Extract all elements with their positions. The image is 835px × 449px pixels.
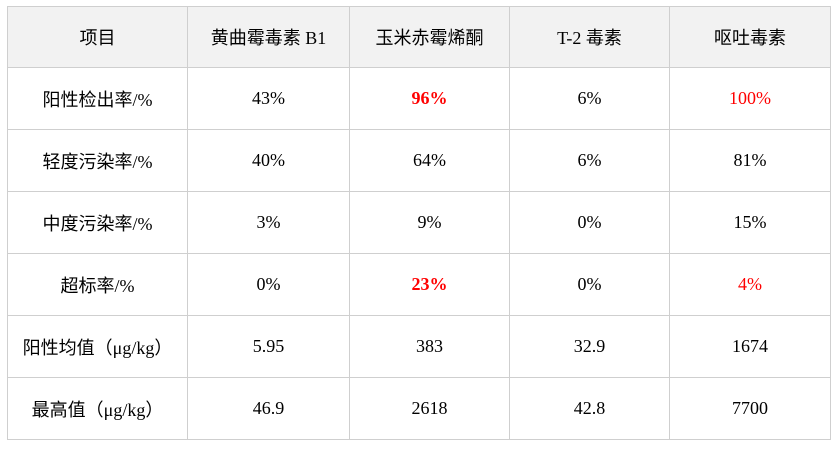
table-cell: 6% (509, 129, 670, 192)
row-label: 超标率/% (7, 253, 188, 316)
table-cell: 9% (349, 191, 510, 254)
header-zearalenone: 玉米赤霉烯酮 (349, 6, 510, 68)
table-cell: 43% (187, 67, 350, 130)
row-label: 阳性均值（μg/kg） (7, 315, 188, 378)
table-row: 阳性检出率/% 43% 96% 6% 100% (7, 67, 831, 130)
table-cell: 0% (509, 191, 670, 254)
header-aflatoxin-b1: 黄曲霉毒素 B1 (187, 6, 350, 68)
table-row: 最高值（μg/kg） 46.9 2618 42.8 7700 (7, 377, 831, 440)
header-vomitoxin: 呕吐毒素 (669, 6, 831, 68)
table-row: 阳性均值（μg/kg） 5.95 383 32.9 1674 (7, 315, 831, 378)
table-cell: 1674 (669, 315, 831, 378)
table-cell: 40% (187, 129, 350, 192)
table-cell-highlight: 100% (669, 67, 831, 130)
table-cell: 383 (349, 315, 510, 378)
table-cell: 3% (187, 191, 350, 254)
table-cell: 46.9 (187, 377, 350, 440)
table-cell: 64% (349, 129, 510, 192)
table-cell: 6% (509, 67, 670, 130)
row-label: 最高值（μg/kg） (7, 377, 188, 440)
table-row: 中度污染率/% 3% 9% 0% 15% (7, 191, 831, 254)
header-t2-toxin: T-2 毒素 (509, 6, 670, 68)
table-cell: 81% (669, 129, 831, 192)
row-label: 中度污染率/% (7, 191, 188, 254)
table-cell: 7700 (669, 377, 831, 440)
row-label: 阳性检出率/% (7, 67, 188, 130)
table-cell: 0% (187, 253, 350, 316)
row-label: 轻度污染率/% (7, 129, 188, 192)
table-cell-highlight: 4% (669, 253, 831, 316)
table-cell: 15% (669, 191, 831, 254)
table-row: 轻度污染率/% 40% 64% 6% 81% (7, 129, 831, 192)
table-cell: 42.8 (509, 377, 670, 440)
header-item: 项目 (7, 6, 188, 68)
table-cell: 5.95 (187, 315, 350, 378)
table-cell-highlight: 96% (349, 67, 510, 130)
table-cell: 32.9 (509, 315, 670, 378)
mycotoxin-table: 项目 黄曲霉毒素 B1 玉米赤霉烯酮 T-2 毒素 呕吐毒素 阳性检出率/% 4… (7, 6, 831, 440)
table-cell: 2618 (349, 377, 510, 440)
table-cell-highlight: 23% (349, 253, 510, 316)
table-row: 超标率/% 0% 23% 0% 4% (7, 253, 831, 316)
table-cell: 0% (509, 253, 670, 316)
header-row: 项目 黄曲霉毒素 B1 玉米赤霉烯酮 T-2 毒素 呕吐毒素 (7, 6, 831, 68)
